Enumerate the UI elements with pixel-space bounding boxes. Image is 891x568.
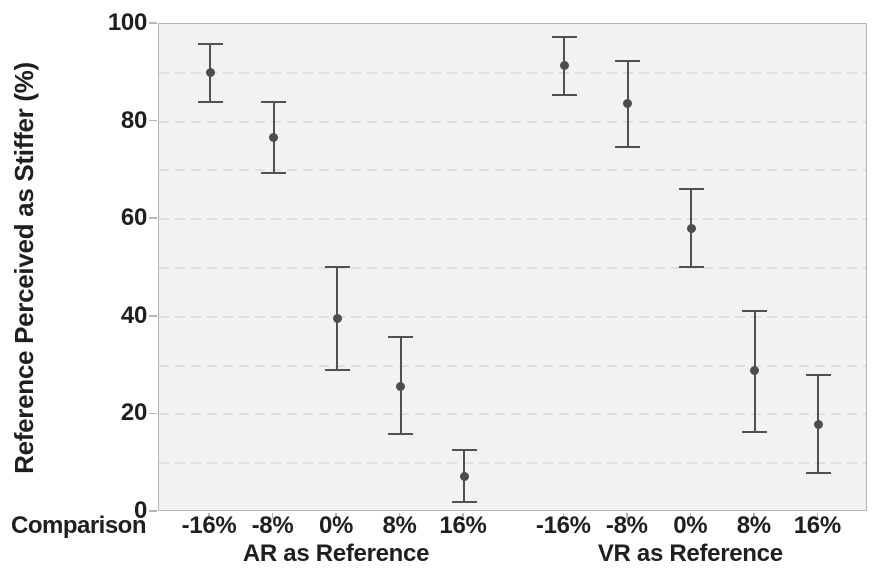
error-bar-cap-hi-1-1 xyxy=(615,59,641,62)
x-tick-label-1-1: -8% xyxy=(605,512,648,539)
error-bar-cap-hi-1-4 xyxy=(805,373,831,376)
error-bar-cap-hi-0-1 xyxy=(261,100,286,103)
x-tick-0-2 xyxy=(335,512,337,519)
error-bar-cap-lo-0-3 xyxy=(388,432,413,435)
group-label-vr: VR as Reference xyxy=(597,540,783,567)
error-bar-cap-lo-1-2 xyxy=(678,266,704,269)
y-tick-label-40: 40 xyxy=(120,301,147,329)
gridline-50 xyxy=(159,267,866,269)
x-tick-1-0 xyxy=(562,512,565,519)
gridline-30 xyxy=(159,364,866,367)
gridline-80 xyxy=(159,120,866,123)
gridline-90 xyxy=(159,71,866,74)
x-tick-1-1 xyxy=(626,512,628,519)
x-tick-1-2 xyxy=(689,512,692,519)
x-tick-label-1-2: 0% xyxy=(673,512,708,539)
x-tick-label-0-2: 0% xyxy=(318,512,354,539)
x-tick-0-4 xyxy=(462,512,464,519)
error-bar-cap-hi-0-0 xyxy=(197,42,223,45)
error-bar-cap-lo-0-4 xyxy=(451,501,477,504)
y-axis-title: Reference Perceived as Stiffer (%) xyxy=(9,62,39,474)
y-tick-label-20: 20 xyxy=(120,399,147,427)
data-point-0-3 xyxy=(396,381,405,391)
x-tick-label-1-3: 8% xyxy=(736,512,771,539)
error-bar-cap-hi-1-3 xyxy=(742,309,768,312)
gridline-70 xyxy=(159,169,866,172)
data-point-1-3 xyxy=(750,365,760,375)
x-tick-label-0-0: -16% xyxy=(181,512,237,539)
gridline-60 xyxy=(159,218,866,221)
y-tick-60 xyxy=(149,217,157,219)
error-bar-cap-hi-0-3 xyxy=(388,336,413,339)
y-tick-80 xyxy=(149,119,157,122)
gridline-20 xyxy=(159,413,866,416)
x-tick-1-3 xyxy=(753,512,755,519)
error-bar-cap-lo-0-0 xyxy=(197,101,223,104)
x-tick-label-1-4: 16% xyxy=(793,512,841,539)
y-tick-label-100: 100 xyxy=(107,9,147,36)
error-bar-cap-lo-0-1 xyxy=(261,171,286,174)
gridline-10 xyxy=(159,462,866,465)
y-tick-label-80: 80 xyxy=(120,106,147,134)
data-point-0-1 xyxy=(269,133,278,143)
error-bar-cap-lo-1-1 xyxy=(615,145,641,148)
gridline-40 xyxy=(159,315,866,318)
y-tick-label-0: 0 xyxy=(133,497,147,524)
x-tick-1-4 xyxy=(816,512,819,519)
data-point-0-0 xyxy=(205,68,215,78)
x-tick-label-0-3: 8% xyxy=(382,512,417,539)
data-point-0-2 xyxy=(332,313,342,323)
y-tick-100 xyxy=(149,22,157,24)
x-tick-label-0-4: 16% xyxy=(439,512,487,539)
y-tick-0 xyxy=(149,510,157,512)
x-tick-label-0-1: -8% xyxy=(251,512,294,539)
data-point-0-4 xyxy=(459,471,469,481)
error-bar-cap-hi-0-4 xyxy=(451,448,477,451)
x-axis-row-label: Comparison xyxy=(10,512,147,539)
y-tick-40 xyxy=(149,315,157,317)
error-bar-cap-hi-0-2 xyxy=(324,265,350,268)
data-point-1-0 xyxy=(559,61,569,71)
error-bar-cap-hi-1-2 xyxy=(678,188,704,191)
error-bar-cap-lo-0-2 xyxy=(324,369,350,372)
group-label-ar: AR as Reference xyxy=(242,540,430,567)
data-point-1-2 xyxy=(686,224,696,234)
x-tick-0-0 xyxy=(208,512,210,519)
y-tick-20 xyxy=(149,412,157,415)
data-point-1-1 xyxy=(623,99,633,109)
error-bar-cap-lo-1-4 xyxy=(805,472,831,475)
error-bar-cap-lo-1-0 xyxy=(551,94,577,97)
x-tick-0-1 xyxy=(271,512,274,519)
error-bar-cap-hi-1-0 xyxy=(551,35,577,38)
x-tick-0-3 xyxy=(398,512,401,519)
plot-area xyxy=(158,23,867,511)
y-tick-label-60: 60 xyxy=(120,204,147,232)
error-bar-cap-lo-1-3 xyxy=(742,430,768,433)
x-tick-label-1-0: -16% xyxy=(535,512,591,539)
data-point-1-4 xyxy=(813,419,823,429)
